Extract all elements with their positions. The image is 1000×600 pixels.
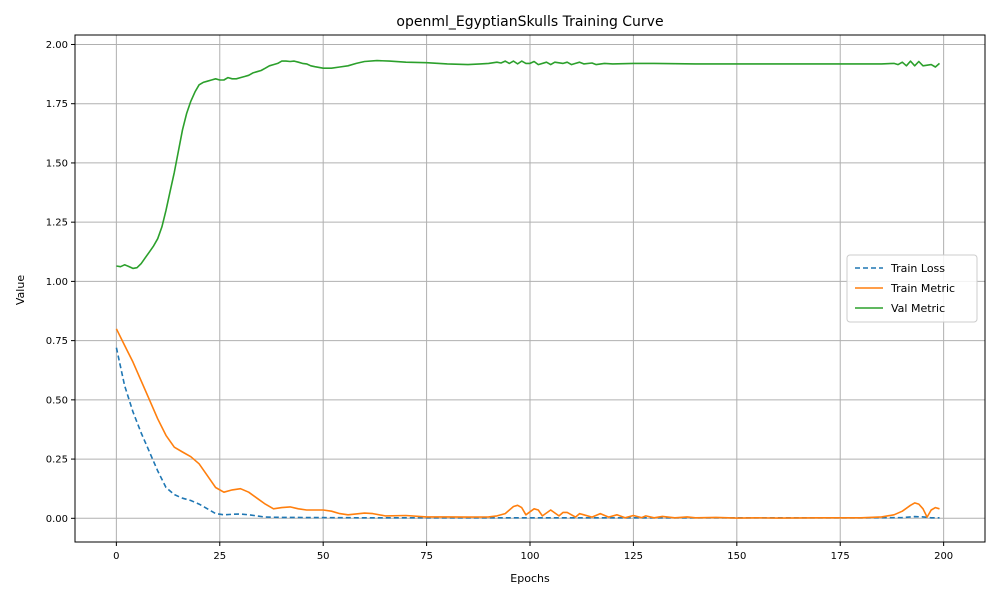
x-tick-label: 75 [420,551,433,562]
axis-ticks: 0 25 50 75 100 125 150 175 200 0.00 0.25 0.50 0.75 1.… [46,40,953,562]
y-tick-label: 1.75 [46,99,68,110]
y-tick-label: 0.00 [46,514,68,525]
y-tick-label: 0.75 [46,336,68,347]
y-tick-label: 1.00 [46,277,68,288]
y-tick-label: 0.50 [46,395,68,406]
legend-box [846,254,978,323]
legend-entry-label: Val Metric [891,302,945,315]
series-line-train-metric [115,328,940,519]
x-tick-label: 125 [624,551,643,562]
x-tick-label: 100 [520,551,539,562]
legend-entry-label: Train Metric [890,282,955,295]
x-tick-label: 0 [113,551,119,562]
y-tick-label: 2.00 [46,40,68,51]
series-line-val-metric [116,59,941,270]
chart-title: openml_EgyptianSkulls Training Curve [396,14,663,30]
legend-entry-label: Train Loss [890,262,945,275]
legend: Train Loss Train Metric Val Metric [846,254,978,323]
x-tick-label: 150 [727,551,746,562]
x-axis-label: Epochs [510,572,550,585]
y-tick-label: 0.25 [46,455,68,466]
series-line-train-loss [115,347,940,519]
y-axis-label: Value [14,275,27,305]
y-tick-label: 1.50 [46,158,68,169]
x-tick-label: 175 [831,551,850,562]
x-tick-label: 25 [213,551,226,562]
series-lines [115,59,941,519]
y-tick-label: 1.25 [46,218,68,229]
x-tick-label: 50 [317,551,330,562]
x-tick-label: 200 [934,551,953,562]
